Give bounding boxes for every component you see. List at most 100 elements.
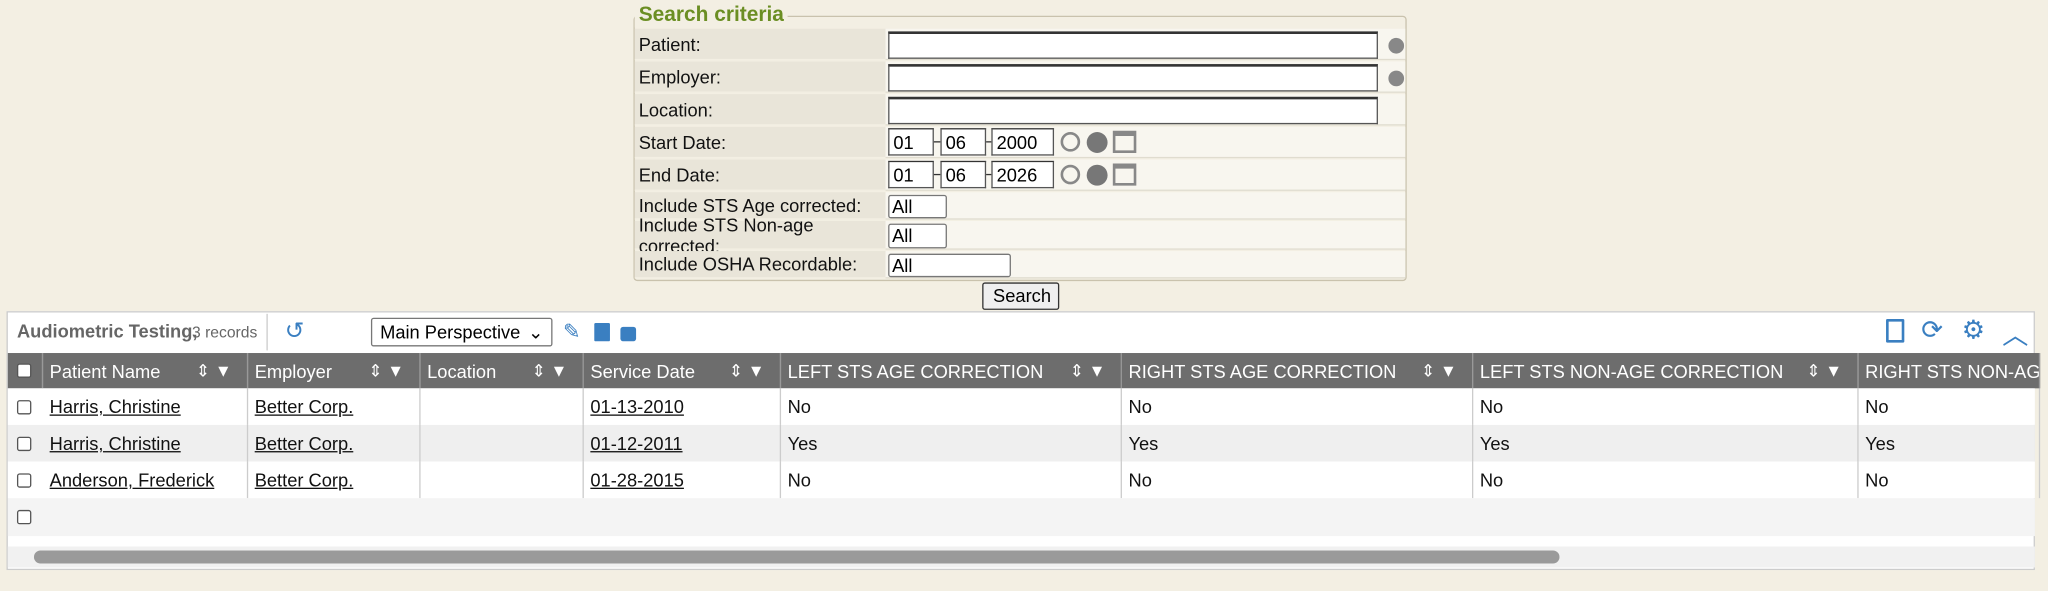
cell: Yes bbox=[1122, 424, 1474, 462]
sort-filter-icon: ⇕ ▼ bbox=[728, 360, 765, 381]
cell: No bbox=[781, 461, 1122, 499]
column-header[interactable]: LEFT STS NON-AGE CORRECTION bbox=[1473, 353, 1859, 389]
date-sep bbox=[986, 141, 993, 143]
perspective-text: Main Perspective bbox=[380, 321, 521, 343]
date-input[interactable]: 2026 bbox=[991, 160, 1055, 189]
caret: ⌄ bbox=[528, 321, 544, 343]
sort-filter-icon: ⇕ ▼ bbox=[368, 360, 405, 381]
delete-icon[interactable] bbox=[594, 322, 610, 342]
help-icon[interactable] bbox=[1388, 37, 1405, 54]
date-sep bbox=[986, 173, 993, 176]
search-fieldset bbox=[633, 15, 1407, 282]
row bbox=[7, 424, 2035, 462]
date-sep bbox=[933, 173, 941, 176]
column-header[interactable]: RIGHT STS NON-AGE bbox=[1858, 353, 2041, 389]
calendar-icon[interactable] bbox=[1112, 163, 1137, 186]
record-count: 3 records bbox=[191, 322, 258, 342]
date-input[interactable]: 2000 bbox=[991, 128, 1055, 156]
cell[interactable]: 01-13-2010 bbox=[584, 388, 782, 425]
clock-icon[interactable] bbox=[1060, 164, 1081, 185]
cell: Yes bbox=[1859, 424, 2041, 462]
checkbox[interactable] bbox=[16, 400, 32, 415]
lock-icon[interactable] bbox=[620, 326, 637, 342]
field-row bbox=[885, 192, 1406, 220]
settings-icon[interactable]: ⚙ bbox=[1961, 316, 1986, 346]
cell[interactable]: 01-12-2011 bbox=[584, 424, 782, 462]
cell[interactable]: Better Corp. bbox=[248, 424, 421, 462]
divider bbox=[266, 313, 268, 351]
text-input[interactable] bbox=[888, 96, 1378, 125]
select[interactable]: All bbox=[888, 223, 947, 249]
cell[interactable]: 01-28-2015 bbox=[584, 461, 782, 499]
cell: Yes bbox=[781, 424, 1122, 462]
cell[interactable]: Harris, Christine bbox=[43, 388, 249, 425]
scroll-thumb[interactable] bbox=[33, 550, 1560, 564]
cell: No bbox=[1122, 461, 1474, 499]
sort-filter-icon: ⇕ ▼ bbox=[1069, 360, 1106, 381]
cell bbox=[421, 461, 584, 499]
date-sep bbox=[933, 141, 941, 143]
field-label: End Date: bbox=[634, 159, 886, 191]
select[interactable]: All bbox=[888, 194, 947, 219]
checkbox[interactable] bbox=[16, 473, 32, 488]
clear-icon[interactable] bbox=[1086, 164, 1108, 186]
column-header[interactable]: Employer bbox=[248, 353, 421, 389]
cell[interactable]: Better Corp. bbox=[248, 461, 421, 499]
field-label: Employer: bbox=[634, 61, 886, 93]
field-row bbox=[885, 220, 1406, 250]
grid-title: Audiometric Testing, bbox=[16, 320, 198, 342]
column-header[interactable]: RIGHT STS AGE CORRECTION bbox=[1121, 353, 1474, 389]
select[interactable]: All bbox=[888, 253, 1011, 278]
cell bbox=[421, 388, 584, 425]
date-input[interactable]: 01 bbox=[888, 128, 934, 156]
field-label: Start Date: bbox=[634, 126, 886, 159]
row bbox=[7, 461, 2035, 499]
cell: No bbox=[1859, 461, 2041, 499]
column-header[interactable]: Location bbox=[420, 353, 584, 389]
column-header[interactable]: Service Date bbox=[583, 353, 782, 389]
empty-row bbox=[7, 498, 2035, 537]
undo-icon[interactable]: ↺ bbox=[284, 317, 305, 344]
field-label: Include OSHA Recordable: bbox=[634, 251, 886, 279]
calendar-icon[interactable] bbox=[1112, 130, 1137, 153]
field-label: Location: bbox=[634, 94, 886, 126]
sort-filter-icon: ⇕ ▼ bbox=[195, 360, 232, 381]
field-label: Include STS Age corrected: bbox=[634, 192, 886, 220]
cell[interactable]: Harris, Christine bbox=[43, 424, 249, 462]
field-label: Patient: bbox=[634, 28, 886, 61]
cell[interactable]: Anderson, Frederick bbox=[43, 461, 249, 499]
text-input[interactable] bbox=[888, 31, 1378, 59]
column-header[interactable]: LEFT STS AGE CORRECTION bbox=[781, 353, 1122, 389]
date-input[interactable]: 01 bbox=[888, 160, 934, 189]
checkbox[interactable] bbox=[16, 509, 32, 525]
collapse-icon[interactable]: ︿ bbox=[2002, 321, 2029, 351]
cell: No bbox=[1122, 388, 1474, 425]
checkbox[interactable] bbox=[16, 363, 32, 378]
text-input[interactable] bbox=[888, 64, 1378, 92]
refresh-icon[interactable]: ⟳ bbox=[1921, 316, 1944, 346]
edit-icon[interactable]: ✎ bbox=[562, 321, 581, 344]
search-button[interactable]: Search bbox=[982, 282, 1060, 310]
sort-filter-icon: ⇕ ▼ bbox=[1421, 360, 1457, 381]
cell[interactable]: Better Corp. bbox=[248, 388, 421, 425]
sort-filter-icon: ⇕ ▼ bbox=[531, 360, 568, 381]
cell: No bbox=[1473, 388, 1859, 425]
column-header[interactable]: Patient Name bbox=[43, 353, 249, 389]
clear-icon[interactable] bbox=[1086, 132, 1108, 153]
cell: No bbox=[781, 388, 1122, 425]
help-icon[interactable] bbox=[1388, 70, 1405, 87]
cell: Yes bbox=[1473, 424, 1859, 462]
cell bbox=[421, 424, 584, 462]
checkbox[interactable] bbox=[16, 436, 32, 452]
field-label: Include STS Non-age corrected: bbox=[634, 214, 886, 256]
date-input[interactable]: 06 bbox=[940, 128, 987, 156]
clock-icon[interactable] bbox=[1060, 132, 1081, 152]
cell: No bbox=[1859, 388, 2041, 425]
date-input[interactable]: 06 bbox=[940, 160, 987, 189]
perspective-select[interactable]: Main Perspective ⌄ bbox=[370, 317, 553, 347]
search-legend: Search criteria bbox=[634, 3, 788, 28]
export-icon[interactable] bbox=[1886, 319, 1905, 343]
row bbox=[7, 388, 2035, 425]
